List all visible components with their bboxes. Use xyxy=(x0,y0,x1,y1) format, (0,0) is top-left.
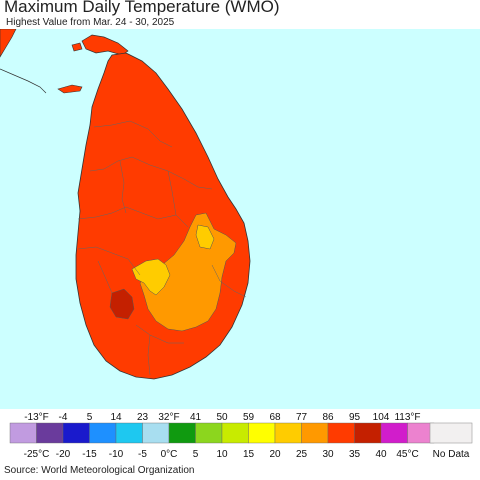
celsius-tick-label: 35 xyxy=(349,449,361,460)
legend-swatch xyxy=(274,422,302,444)
map-title: Maximum Daily Temperature (WMO) xyxy=(4,0,280,16)
fahrenheit-tick-label: -4 xyxy=(59,412,68,423)
celsius-tick-label: -25°C xyxy=(24,449,50,460)
celsius-tick-label: 0°C xyxy=(161,449,178,460)
no-data-label: No Data xyxy=(433,449,470,460)
legend-swatch xyxy=(195,422,223,444)
celsius-tick-label: 25 xyxy=(296,449,308,460)
celsius-tick-label: 15 xyxy=(243,449,255,460)
fahrenheit-tick-label: 14 xyxy=(110,412,122,423)
legend-swatch xyxy=(142,422,170,444)
north-island xyxy=(71,42,83,52)
fahrenheit-tick-label: 59 xyxy=(243,412,255,423)
district-boundaries xyxy=(77,120,247,376)
no-data-swatch xyxy=(429,422,473,444)
fahrenheit-tick-label: -13°F xyxy=(24,412,49,423)
fahrenheit-tick-label: 5 xyxy=(87,412,93,423)
celsius-tick-label: 45°C xyxy=(396,449,418,460)
legend-swatch xyxy=(9,422,37,444)
celsius-tick-label: 30 xyxy=(322,449,334,460)
legend-swatch xyxy=(301,422,329,444)
legend-swatch xyxy=(115,422,143,444)
celsius-labels: -25°C -20 -15 -10 -5 0°C 5 10 15 20 25 30 35 40 45°C xyxy=(24,449,419,460)
legend-swatch xyxy=(62,422,90,444)
india-land xyxy=(0,29,17,58)
fahrenheit-tick-label: 50 xyxy=(216,412,228,423)
legend-swatch xyxy=(380,422,408,444)
legend-swatch xyxy=(354,422,382,444)
zone-20-25c-east xyxy=(195,224,215,250)
fahrenheit-tick-label: 95 xyxy=(349,412,361,423)
celsius-tick-label: 40 xyxy=(375,449,387,460)
fahrenheit-tick-label: 86 xyxy=(322,412,334,423)
legend-swatch xyxy=(89,422,117,444)
fahrenheit-tick-label: 41 xyxy=(190,412,202,423)
fahrenheit-tick-label: 104 xyxy=(373,412,390,423)
zone-35-40c xyxy=(109,288,135,320)
celsius-tick-label: -20 xyxy=(56,449,71,460)
legend-swatch xyxy=(221,422,249,444)
fahrenheit-tick-label: 23 xyxy=(137,412,149,423)
color-legend: -13°F -4 5 14 23 32°F 41 50 59 68 77 86 95 104 113°F -… xyxy=(9,412,473,460)
source-credit: Source: World Meteorological Organizatio… xyxy=(4,465,195,476)
legend-swatch xyxy=(327,422,355,444)
celsius-tick-label: 20 xyxy=(269,449,281,460)
legend-swatch xyxy=(168,422,196,444)
legend-swatch xyxy=(248,422,276,444)
mannar-island xyxy=(57,84,83,94)
legend-swatch xyxy=(36,422,64,444)
celsius-tick-label: -5 xyxy=(138,449,147,460)
fahrenheit-tick-label: 113°F xyxy=(394,412,420,423)
map-subtitle: Highest Value from Mar. 24 - 30, 2025 xyxy=(6,17,175,28)
zone-20-25c xyxy=(131,258,171,296)
fahrenheit-labels: -13°F -4 5 14 23 32°F 41 50 59 68 77 86 95 104 113°F xyxy=(24,412,420,423)
fahrenheit-tick-label: 77 xyxy=(296,412,308,423)
celsius-tick-label: 10 xyxy=(216,449,228,460)
fahrenheit-tick-label: 32°F xyxy=(158,412,179,423)
fahrenheit-tick-label: 68 xyxy=(269,412,281,423)
legend-swatches xyxy=(9,422,435,444)
temperature-map xyxy=(0,29,480,409)
celsius-tick-label: -15 xyxy=(82,449,97,460)
celsius-tick-label: 5 xyxy=(193,449,199,460)
celsius-tick-label: -10 xyxy=(109,449,124,460)
india-coastline xyxy=(0,68,47,94)
